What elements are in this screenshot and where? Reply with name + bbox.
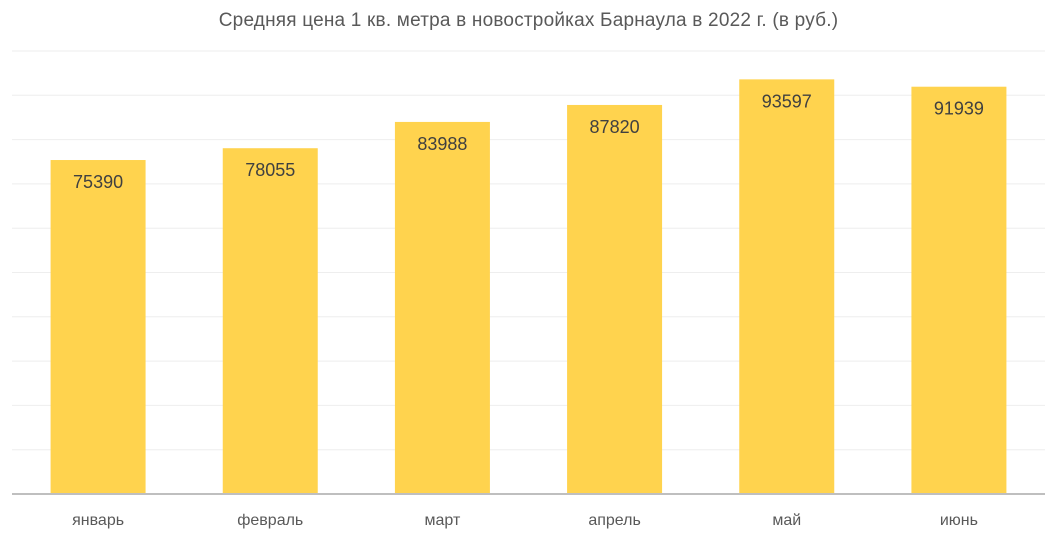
data-label-4: 87820 <box>590 117 640 137</box>
bar-6 <box>911 86 1007 494</box>
x-tick-label-2: февраль <box>237 512 303 529</box>
x-tick-label-6: июнь <box>940 512 978 529</box>
data-label-3: 83988 <box>417 134 467 154</box>
x-tick-label-3: март <box>425 512 461 529</box>
x-tick-label-5: май <box>772 512 801 529</box>
bar-3 <box>394 121 490 494</box>
bar-5 <box>739 79 835 494</box>
bar-4 <box>567 104 663 494</box>
data-label-1: 75390 <box>73 172 123 192</box>
data-label-5: 93597 <box>762 91 812 111</box>
x-tick-label-4: апрель <box>588 512 641 529</box>
data-label-2: 78055 <box>245 160 295 180</box>
data-label-6: 91939 <box>934 99 984 119</box>
chart-title: Средняя цена 1 кв. метра в новостройках … <box>218 10 839 31</box>
x-tick-label-1: январь <box>72 512 124 529</box>
bar-1 <box>50 160 146 495</box>
bar-2 <box>222 148 318 494</box>
